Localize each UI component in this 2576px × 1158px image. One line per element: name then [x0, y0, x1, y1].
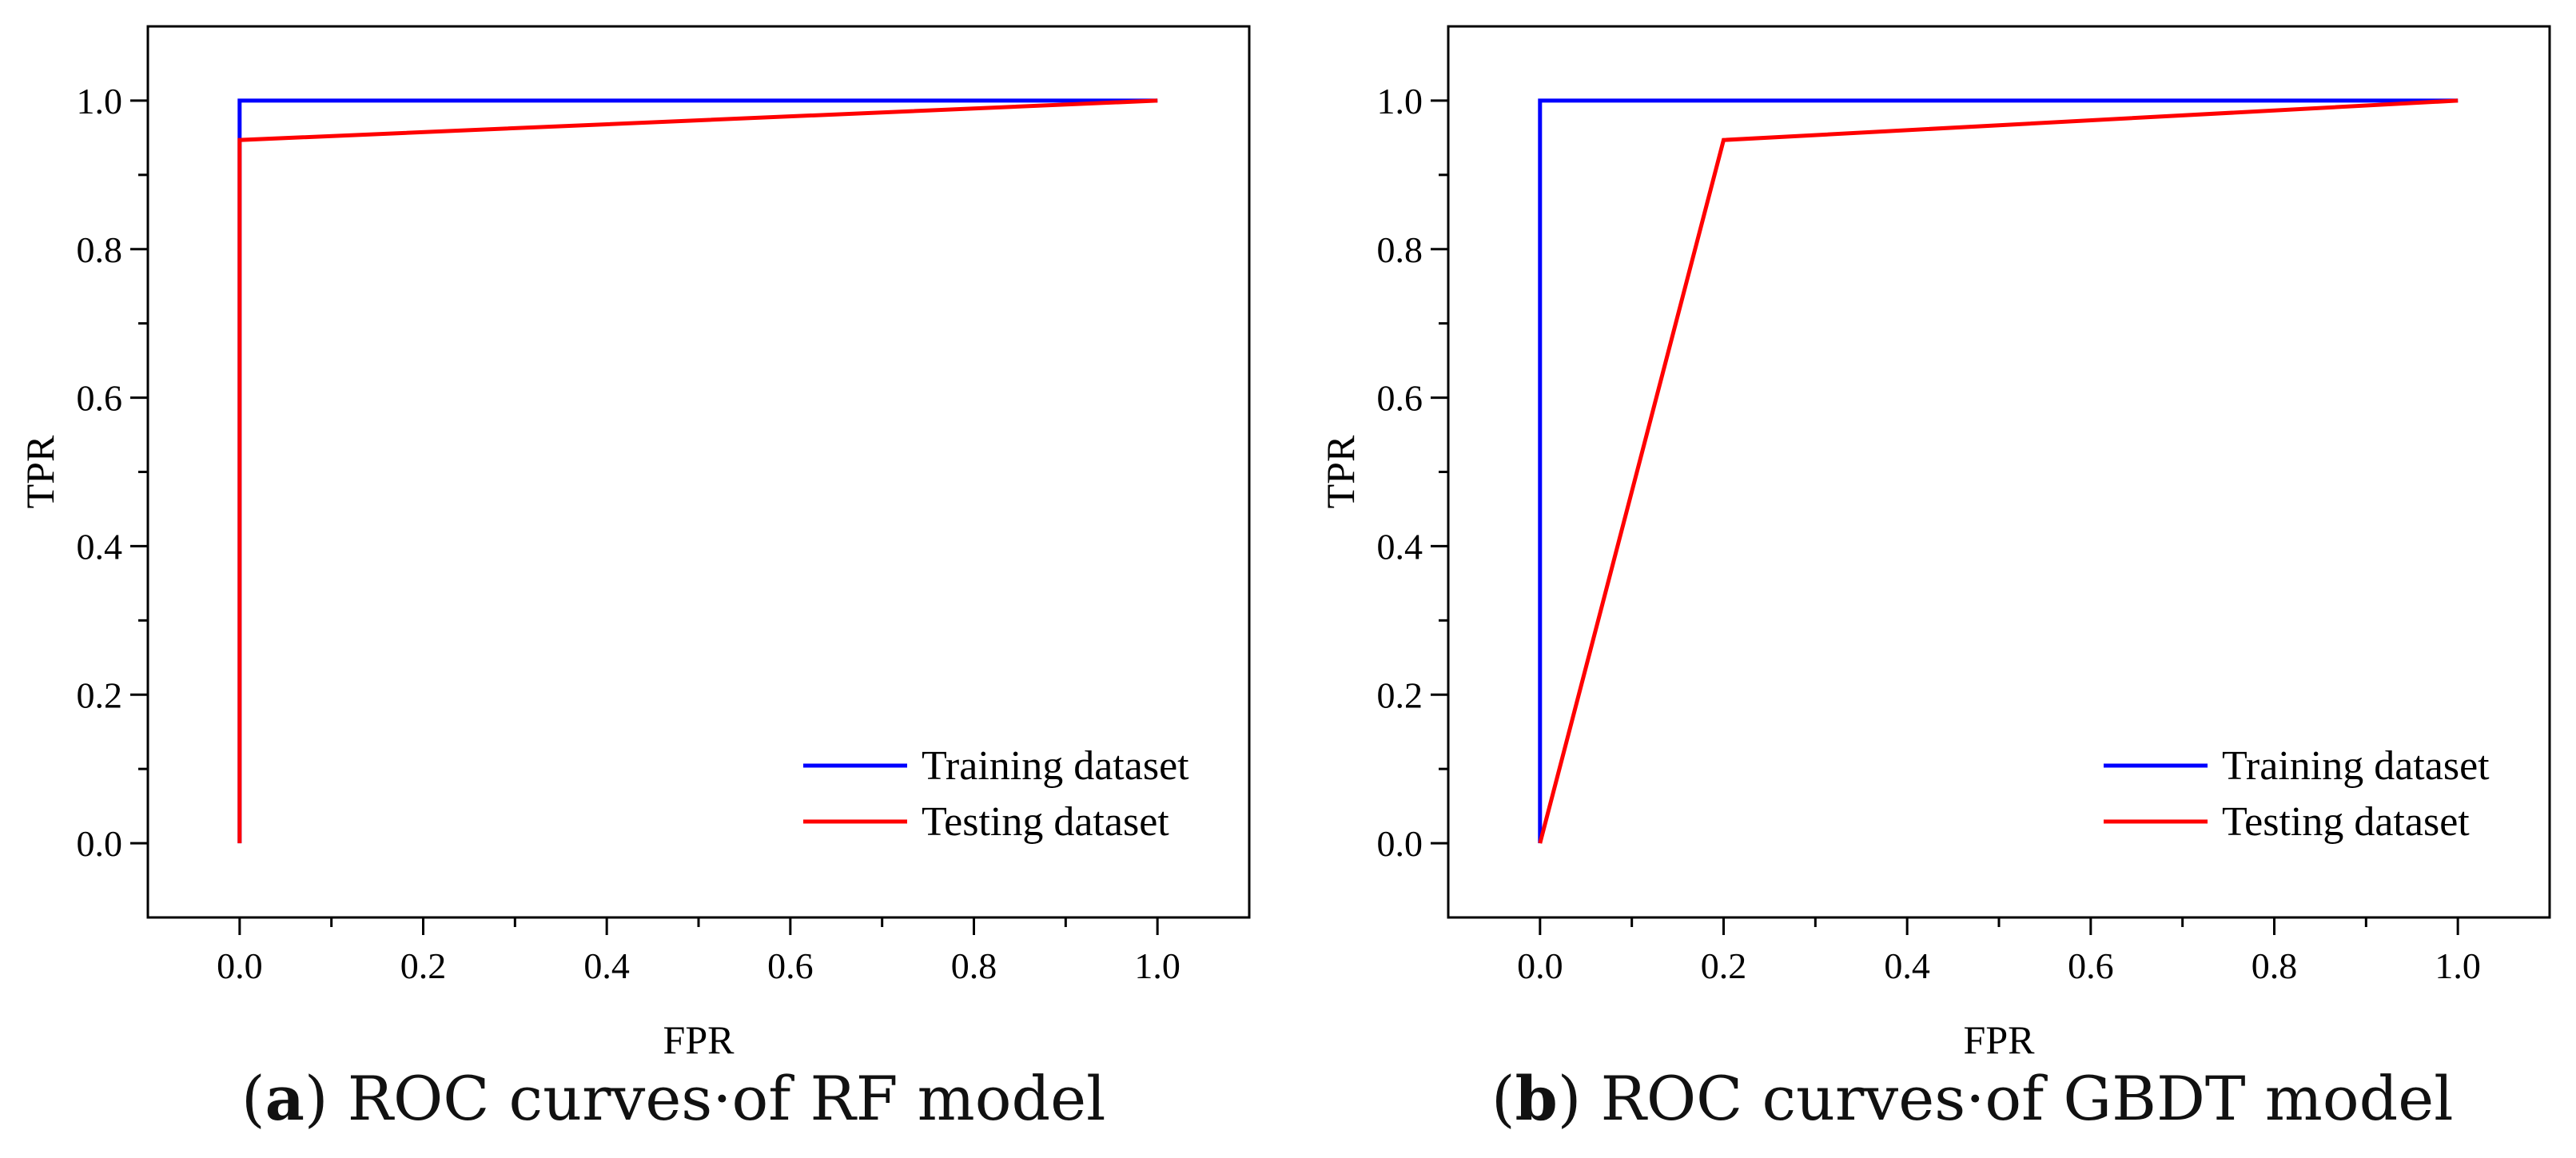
panel-b-x-tick-label: 0.4 — [1884, 945, 1930, 986]
panel-a-x-tick-label: 0.0 — [217, 945, 263, 986]
panel-a-y-tick-label: 0.2 — [77, 675, 123, 715]
panel-a-y-tick-label: 0.8 — [77, 229, 123, 270]
panel-b-x-axis-label: FPR — [1964, 1017, 2036, 1062]
panel-b-legend-label: Testing dataset — [2222, 799, 2470, 845]
panel-b-x-tick-label: 0.6 — [2068, 945, 2114, 986]
panel-a-series-line-training — [237, 98, 1158, 844]
caption-panel-a-text: ROC curves·of RF model — [347, 1063, 1106, 1134]
panel-a-x-tick-label: 0.2 — [400, 945, 447, 986]
panel-a-x-tick-label: 0.4 — [583, 945, 630, 986]
panel-b-plot: 0.0 0.2 0.4 0.6 0.8 1.0 0.0 0.2 0.4 0.6 0.8 1.0 FPR T… — [1318, 25, 2551, 1062]
panel-b-series-line-testing — [1538, 98, 2459, 844]
panel-a-x-tick-label: 0.6 — [767, 945, 814, 986]
panel-a-plot: 0.0 0.2 0.4 0.6 0.8 1.0 0.0 0.2 0.4 0.6 0.8 1.0 FPR T… — [18, 25, 1251, 1062]
panel-b-y-axis-label: TPR — [1318, 435, 1363, 508]
panel-b-x-tick-label: 1.0 — [2435, 945, 2481, 986]
panel-a-legend-label: Training dataset — [922, 743, 1189, 789]
panel-b-x-tick-label: 0.0 — [1517, 945, 1563, 986]
panel-b-y-tick-label: 0.6 — [1377, 378, 1423, 419]
panel-a-series-line-testing — [237, 98, 1158, 844]
panel-a-y-tick-label: 0.0 — [77, 823, 123, 864]
panel-a-y-axis-label: TPR — [18, 435, 62, 508]
panel-a-legend-label: Testing dataset — [922, 799, 1169, 845]
panel-a-y-tick-label: 0.4 — [77, 526, 123, 567]
panel-b-x-tick-label: 0.2 — [1701, 945, 1747, 986]
caption-panel-b-label: b — [1515, 1063, 1558, 1134]
panel-a-y-tick-label: 0.6 — [77, 378, 123, 419]
caption-panel-a: (a) ROC curves·of RF model — [241, 1063, 1106, 1134]
panel-b-series-line-training — [1538, 98, 2459, 844]
caption-panel-b: (b) ROC curves·of GBDT model — [1491, 1063, 2454, 1134]
panel-a-y-tick-label: 1.0 — [77, 81, 123, 121]
panel-b-y-tick-label: 0.8 — [1377, 229, 1423, 270]
panel-b-legend-label: Training dataset — [2222, 743, 2490, 789]
panel-a-x-axis-label: FPR — [663, 1017, 735, 1062]
caption-panel-a-label: a — [265, 1063, 305, 1134]
panel-b-y-tick-label: 0.0 — [1377, 823, 1423, 864]
panel-b-y-tick-label: 1.0 — [1377, 81, 1423, 121]
panel-b-y-tick-label: 0.4 — [1377, 526, 1423, 567]
panel-a-x-tick-label: 0.8 — [951, 945, 997, 986]
panel-a-x-tick-label: 1.0 — [1134, 945, 1181, 986]
panel-b-x-tick-label: 0.8 — [2252, 945, 2298, 986]
caption-panel-b-text: ROC curves·of GBDT model — [1600, 1063, 2454, 1134]
panel-b-y-tick-label: 0.2 — [1377, 675, 1423, 715]
